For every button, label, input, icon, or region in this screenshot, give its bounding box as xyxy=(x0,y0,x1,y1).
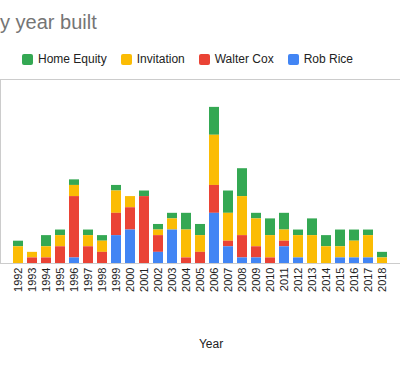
svg-text:2001: 2001 xyxy=(138,268,150,292)
svg-text:2009: 2009 xyxy=(250,268,262,292)
svg-text:2015: 2015 xyxy=(334,268,346,292)
svg-text:2011: 2011 xyxy=(278,268,290,292)
svg-text:2017: 2017 xyxy=(362,268,374,292)
svg-text:2004: 2004 xyxy=(180,268,192,292)
svg-text:2008: 2008 xyxy=(236,268,248,292)
svg-text:1992: 1992 xyxy=(12,268,24,292)
svg-text:2000: 2000 xyxy=(124,268,136,292)
svg-text:2012: 2012 xyxy=(292,268,304,292)
svg-text:1996: 1996 xyxy=(68,268,80,292)
svg-text:2013: 2013 xyxy=(306,268,318,292)
html-text:Walter Cox: Walter Cox xyxy=(214,52,274,66)
svg-text:1994: 1994 xyxy=(40,268,52,292)
svg-text:1993: 1993 xyxy=(26,268,38,292)
html-text:Invitation: Invitation xyxy=(136,52,185,66)
html-text:y year built: y year built xyxy=(0,11,97,33)
html-text:Home Equity: Home Equity xyxy=(38,52,107,66)
svg-text:2005: 2005 xyxy=(194,268,206,292)
svg-text:2002: 2002 xyxy=(152,268,164,292)
svg-text:2018: 2018 xyxy=(376,268,388,292)
svg-text:1997: 1997 xyxy=(82,268,94,292)
svg-text:1995: 1995 xyxy=(54,268,66,292)
svg-text:2003: 2003 xyxy=(166,268,178,292)
svg-text:2007: 2007 xyxy=(222,268,234,292)
svg-text:1998: 1998 xyxy=(96,268,108,292)
html-text:Rob Rice: Rob Rice xyxy=(303,52,353,66)
html-text:Year: Year xyxy=(198,337,224,351)
svg-text:2014: 2014 xyxy=(320,268,332,292)
svg-text:2006: 2006 xyxy=(208,268,220,292)
svg-text:2010: 2010 xyxy=(264,268,276,292)
svg-text:2016: 2016 xyxy=(348,268,360,292)
svg-text:1999: 1999 xyxy=(110,268,122,292)
